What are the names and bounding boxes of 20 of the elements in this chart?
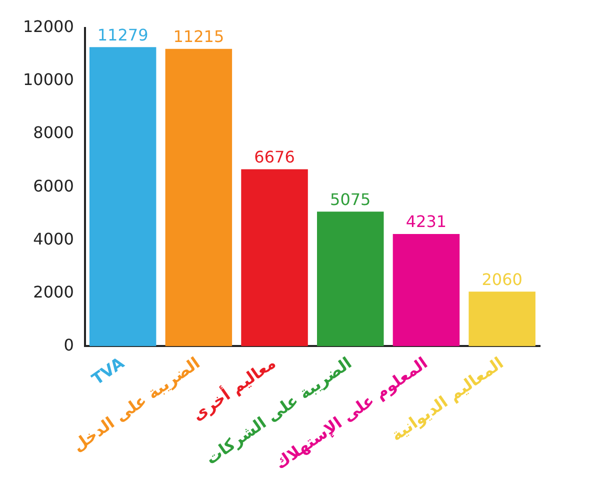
y-tick-label: 6000 (33, 176, 74, 196)
bar (468, 292, 536, 346)
y-tick-label: 0 (64, 335, 74, 354)
bar (392, 234, 460, 346)
data-label: 5075 (330, 190, 371, 209)
y-tick-label: 4000 (33, 229, 74, 248)
data-label: 11215 (173, 26, 224, 46)
data-label: 6676 (254, 147, 295, 166)
bar (165, 48, 232, 346)
data-label: 4231 (406, 212, 447, 232)
y-tick-label: 2000 (33, 282, 74, 302)
y-tick-label: 12000 (22, 17, 74, 36)
data-label: 2060 (482, 270, 522, 289)
bar (241, 169, 308, 346)
bar (317, 212, 384, 346)
bar (89, 47, 156, 346)
x-tick-label: TVA (88, 352, 128, 389)
y-tick-label: 10000 (22, 70, 74, 90)
data-label: 11279 (97, 25, 148, 44)
y-tick-label: 8000 (33, 123, 74, 142)
